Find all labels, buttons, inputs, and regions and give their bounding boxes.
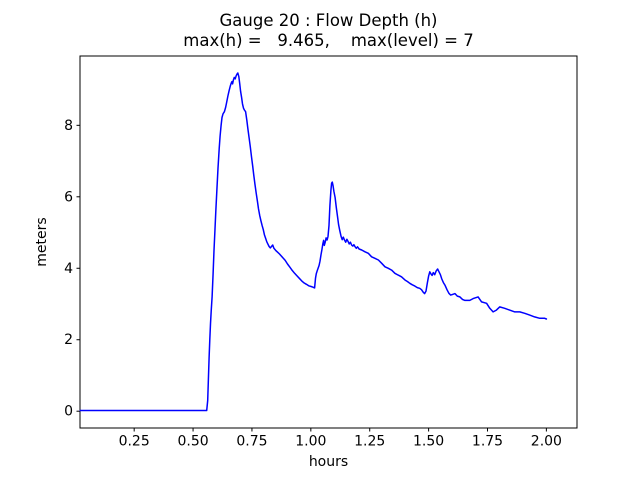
chart-subtitle: max(h) = 9.465, max(level) = 7 xyxy=(183,31,474,50)
y-tick-label: 4 xyxy=(64,261,73,277)
y-tick-label: 2 xyxy=(64,332,73,348)
x-tick-label: 0.75 xyxy=(236,434,267,450)
x-axis-label: hours xyxy=(309,454,348,470)
x-tick-label: 0.50 xyxy=(177,434,208,450)
title-block: Gauge 20 : Flow Depth (h) max(h) = 9.465… xyxy=(80,11,577,51)
plot-border xyxy=(79,55,578,429)
y-tick-label: 0 xyxy=(64,404,73,420)
flow-depth-line xyxy=(79,72,548,412)
x-tick-label: 2.00 xyxy=(531,434,562,450)
y-tick-label: 6 xyxy=(64,189,73,205)
x-tick-label: 0.25 xyxy=(119,434,150,450)
chart-title: Gauge 20 : Flow Depth (h) xyxy=(219,11,438,30)
x-tick-label: 1.75 xyxy=(472,434,503,450)
y-tick-label: 8 xyxy=(64,118,73,134)
x-tick-label: 1.25 xyxy=(354,434,385,450)
x-tick-label: 1.00 xyxy=(295,434,326,450)
x-tick-label: 1.50 xyxy=(413,434,444,450)
y-axis-label: meters xyxy=(34,217,50,266)
